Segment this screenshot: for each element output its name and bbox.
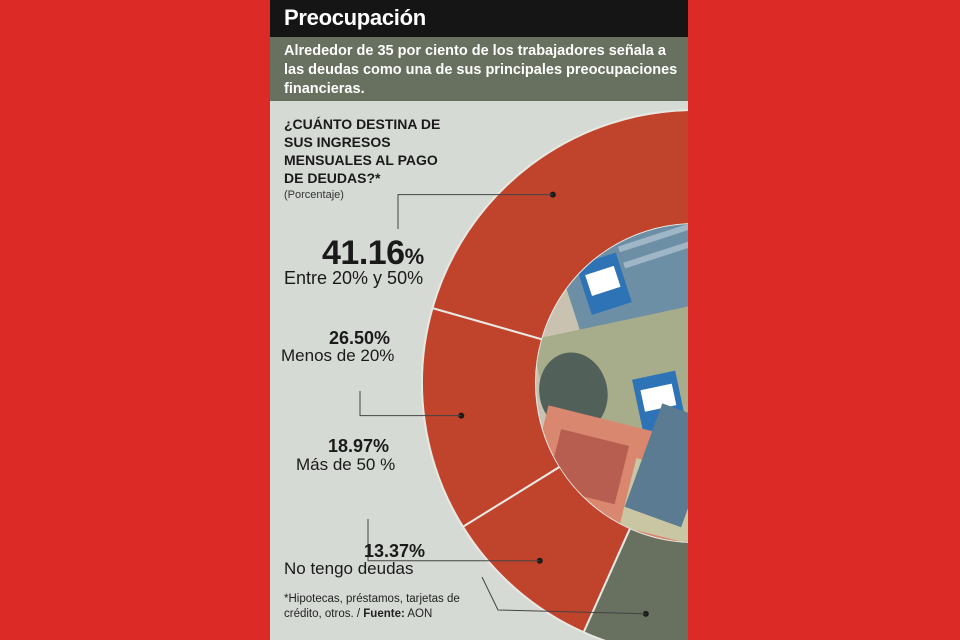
slice-value-no-deudas: 13.37% [364, 541, 426, 561]
donut-chart [359, 109, 688, 640]
footnote: *Hipotecas, préstamos, tarjetas de crédi… [284, 593, 460, 620]
leader-dot-menos-20 [458, 412, 465, 419]
header-bar: Preocupación [270, 0, 688, 37]
slice-label-entre-20-50: Entre 20% y 50% [284, 268, 424, 288]
slice-value-entre-20-50: 41.16% [322, 234, 424, 272]
slice-value-menos-20: 26.50% [329, 328, 391, 348]
subtitle: Alrededor de 35 por ciento de los trabaj… [284, 43, 678, 97]
subtitle-box: Alrededor de 35 por ciento de los trabaj… [270, 37, 688, 101]
chart-question: ¿CUÁNTO DESTINA DE SUS INGRESOS MENSUALE… [284, 116, 441, 186]
leader-dot-no-deudas [642, 610, 649, 617]
leader-line-menos-20 [359, 391, 462, 417]
slice-label-no-deudas: No tengo deudas [284, 559, 414, 578]
leader-line-mas-50 [367, 519, 540, 562]
page-title: Preocupación [284, 5, 426, 30]
infographic-panel: Preocupación Alrededor de 35 por ciento … [270, 0, 688, 640]
leader-line-entre-20-50 [397, 194, 553, 229]
chart-unit: (Porcentaje) [284, 189, 344, 201]
slice-value-mas-50: 18.97% [328, 436, 390, 456]
leader-line-no-deudas [481, 576, 646, 615]
slice-label-menos-20: Menos de 20% [281, 346, 395, 365]
slice-label-mas-50: Más de 50 % [296, 455, 396, 474]
